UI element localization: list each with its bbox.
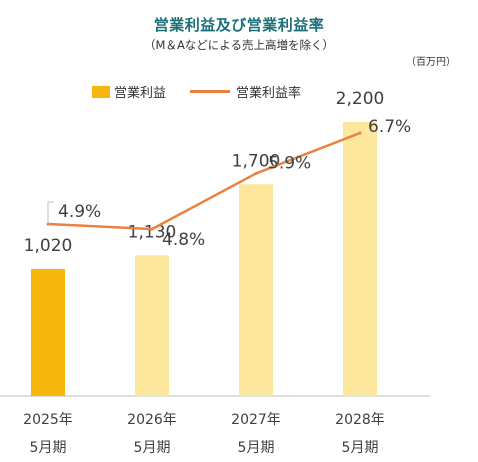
- margin-value-label-3: 6.7%: [368, 117, 411, 137]
- margin-value-label-1: 4.8%: [162, 230, 205, 250]
- category-label-3-1: 5月期: [342, 440, 379, 456]
- legend: 営業利益 営業利益率: [92, 82, 301, 101]
- margin-point-3: [358, 131, 362, 135]
- category-label-1-1: 5月期: [134, 440, 171, 456]
- chart-subtitle: （M＆Aなどによる売上高増を除く）: [144, 38, 334, 52]
- bar-value-label-2: 1,700: [232, 151, 281, 171]
- category-label-0-1: 5月期: [30, 440, 67, 456]
- margin-value-label-0: 4.9%: [58, 202, 101, 222]
- bar-value-label-3: 2,200: [336, 89, 385, 109]
- margin-callout-line-0: [47, 201, 54, 225]
- margin-point-1: [150, 227, 154, 231]
- legend-bar-label: 営業利益: [114, 86, 167, 101]
- chart-title: 営業利益及び営業利益率: [153, 16, 325, 34]
- bar-2: [239, 184, 273, 396]
- legend-line-swatch: [190, 90, 231, 93]
- bar-value-label-0: 1,020: [24, 236, 73, 256]
- margin-point-2: [254, 171, 258, 175]
- unit-label: （百万円）: [406, 57, 456, 68]
- margin-line: [47, 131, 361, 231]
- margin-value-label-2: 5.9%: [268, 153, 311, 173]
- category-label-2-0: 2027年: [231, 412, 281, 428]
- bar-0: [31, 268, 65, 396]
- category-label-3-0: 2028年: [335, 412, 385, 428]
- category-label-2-1: 5月期: [238, 440, 275, 456]
- category-label-0-0: 2025年: [23, 412, 73, 428]
- category-label-1-0: 2026年: [127, 412, 177, 428]
- bar-1: [135, 255, 169, 396]
- legend-line-label: 営業利益率: [236, 86, 302, 101]
- bar-3: [343, 122, 377, 396]
- legend-bar-swatch: [92, 85, 110, 98]
